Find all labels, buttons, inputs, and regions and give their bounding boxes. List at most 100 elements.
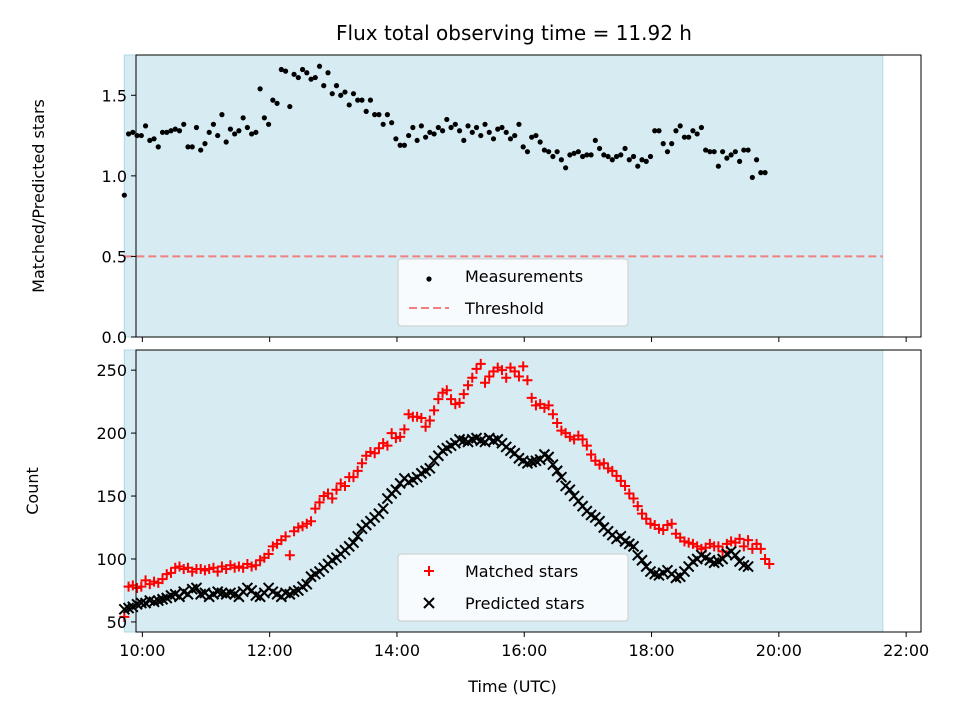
- matched-star-point: [480, 377, 491, 388]
- measurement-point: [333, 83, 340, 89]
- legend-marker-predicted: [423, 597, 435, 609]
- matched-star-point: [637, 508, 648, 519]
- matched-star-point: [280, 531, 291, 542]
- measurement-point: [482, 121, 488, 127]
- measurement-point: [741, 147, 747, 153]
- measurement-point: [473, 124, 480, 131]
- y-tick-label: 0.0: [102, 328, 127, 347]
- measurement-point: [372, 112, 378, 118]
- measurement-point: [694, 131, 700, 137]
- measurement-point: [270, 97, 276, 103]
- matched-star-point: [751, 538, 762, 549]
- measurement-point: [389, 120, 395, 126]
- matched-star-point: [314, 497, 325, 508]
- measurement-point: [278, 66, 284, 73]
- matched-star-point: [764, 559, 775, 570]
- chart-title: Flux total observing time = 11.92 h: [336, 21, 692, 45]
- measurement-point: [423, 134, 429, 140]
- measurement-point: [338, 92, 344, 98]
- measurement-point: [219, 112, 225, 118]
- measurement-point: [503, 129, 509, 135]
- matched-star-point: [713, 541, 724, 552]
- measurement-point: [142, 123, 149, 129]
- measurement-point: [346, 102, 352, 108]
- measurement-point: [707, 149, 713, 155]
- measurement-point: [206, 129, 212, 135]
- measurement-point: [639, 157, 645, 163]
- measurement-point: [469, 129, 475, 135]
- y-tick-label: 1.5: [102, 86, 127, 105]
- measurement-point: [363, 108, 369, 114]
- matched-star-point: [446, 394, 457, 405]
- matched-star-point: [323, 488, 334, 499]
- measurement-point: [444, 116, 450, 123]
- measurement-point: [227, 126, 234, 132]
- measurement-point: [193, 124, 200, 131]
- matched-star-point: [157, 574, 168, 585]
- matched-star-point: [632, 501, 643, 512]
- measurement-point: [121, 192, 127, 198]
- measurement-point: [304, 70, 310, 76]
- matched-star-point: [581, 440, 592, 451]
- matched-star-point: [348, 472, 359, 483]
- matched-star-point: [526, 392, 537, 403]
- measurement-point: [613, 153, 620, 160]
- measurement-point: [198, 147, 204, 153]
- matched-star-point: [624, 488, 635, 499]
- measurement-point: [431, 131, 437, 137]
- measurement-point: [533, 132, 539, 139]
- measurement-point: [537, 139, 543, 145]
- matched-star-point: [399, 424, 410, 435]
- matched-star-point: [463, 380, 474, 391]
- matched-star-point: [475, 358, 486, 369]
- matched-star-point: [429, 405, 440, 416]
- measurement-point: [456, 128, 463, 134]
- matched-star-point: [369, 448, 380, 459]
- y-axis-title: Matched/Predicted stars: [29, 99, 48, 293]
- measurement-point: [520, 144, 526, 150]
- measurement-point: [758, 170, 764, 176]
- predicted-star-point: [547, 458, 559, 471]
- matched-star-point: [433, 394, 444, 405]
- matched-star-point: [743, 535, 754, 546]
- measurement-point: [681, 134, 688, 140]
- measurement-point: [524, 149, 531, 155]
- predicted-star-point: [190, 582, 203, 594]
- measurement-point: [762, 170, 768, 176]
- legend-marker-matched: [424, 566, 434, 576]
- measurement-point: [664, 149, 671, 155]
- measurement-point: [414, 137, 420, 144]
- y-tick-label: 50: [107, 613, 127, 632]
- measurement-point: [753, 157, 760, 163]
- matched-star-point: [641, 513, 652, 524]
- measurement-point: [605, 153, 611, 160]
- matched-star-point: [284, 550, 295, 561]
- measurement-point: [384, 112, 391, 118]
- measurement-point: [495, 126, 501, 132]
- measurement-point: [720, 149, 726, 155]
- matched-star-point: [263, 548, 274, 559]
- legend: Measurements Threshold: [397, 258, 629, 327]
- measurement-point: [261, 115, 267, 121]
- measurement-point: [240, 115, 246, 121]
- measurement-point: [465, 123, 471, 129]
- matched-star-point: [331, 484, 342, 495]
- legend: Matched stars Predicted stars: [397, 553, 629, 622]
- predicted-star-point: [135, 597, 148, 609]
- measurement-point: [643, 158, 649, 164]
- measurement-point: [172, 126, 178, 132]
- predicted-star-point: [636, 554, 648, 566]
- measurement-point: [563, 165, 569, 171]
- matched-star-point: [620, 480, 631, 491]
- measurement-point: [249, 131, 255, 137]
- measurement-point: [686, 134, 692, 140]
- measurement-point: [393, 136, 399, 142]
- matched-star-point: [577, 434, 588, 445]
- measurement-point: [202, 141, 208, 147]
- measurement-point: [690, 128, 696, 134]
- y-tick-label: 200: [96, 424, 127, 443]
- measurement-point: [401, 142, 407, 148]
- measurement-point: [516, 121, 522, 127]
- measurement-point: [635, 163, 641, 169]
